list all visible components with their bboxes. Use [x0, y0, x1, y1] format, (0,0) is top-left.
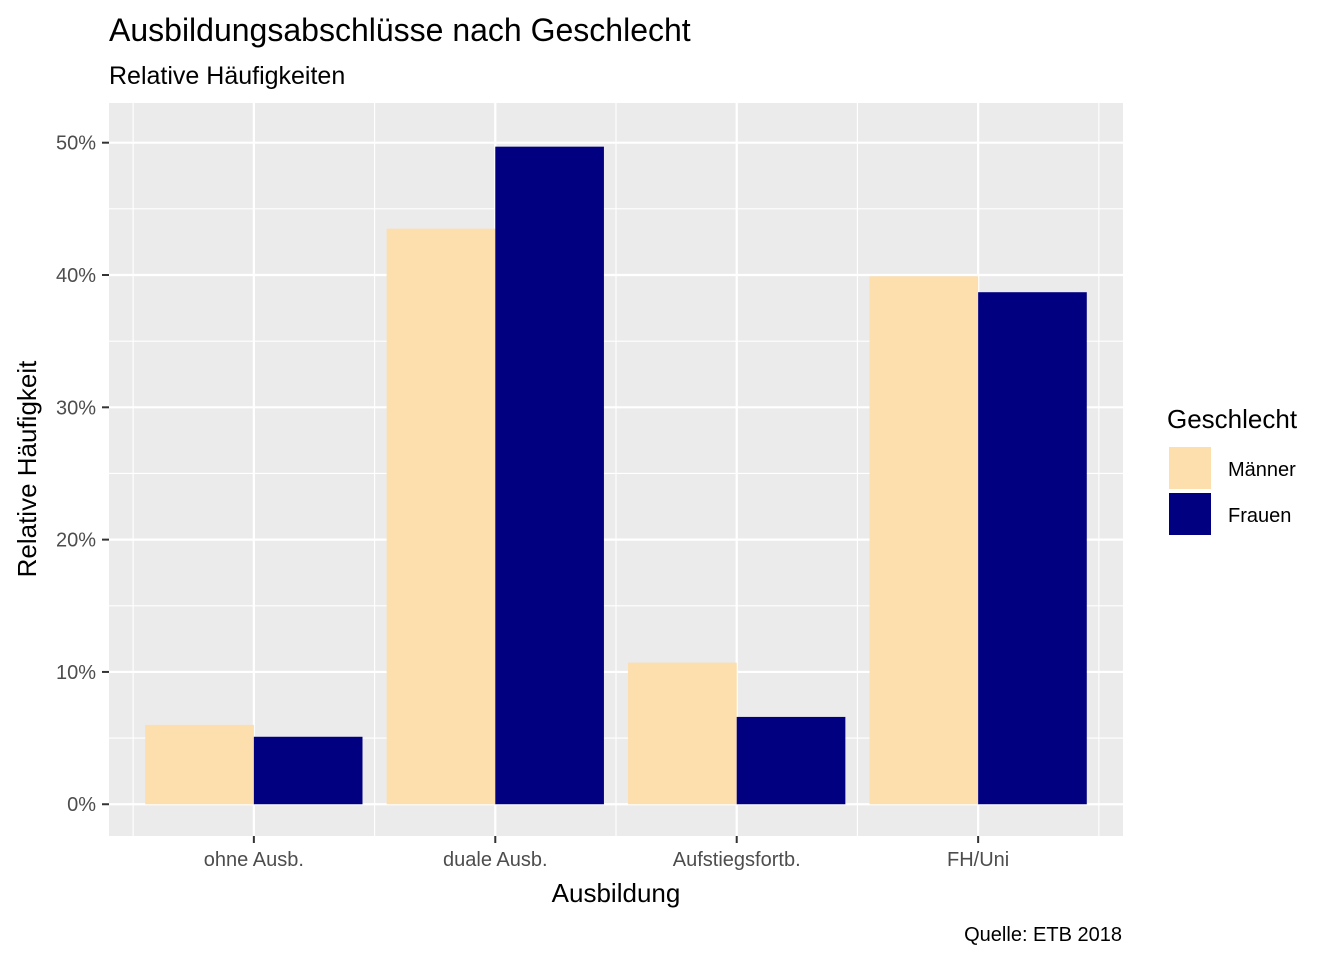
x-axis: ohne Ausb. duale Ausb. Aufstiegsfortb. FH/U… — [204, 836, 1009, 871]
legend: Geschlecht Männer Frauen — [1167, 404, 1298, 537]
legend-items: Männer Frauen — [1167, 445, 1296, 537]
legend-label: Männer — [1228, 459, 1296, 481]
bar — [253, 736, 363, 805]
legend-key — [1167, 445, 1213, 491]
x-tick-label: ohne Ausb. — [204, 849, 304, 871]
y-tick-label: 50% — [56, 133, 96, 155]
y-tick-label: 20% — [56, 530, 96, 552]
bar — [145, 724, 254, 805]
y-tick-label: 10% — [56, 662, 96, 684]
x-tick-label: Aufstiegsfortb. — [673, 849, 801, 871]
bar — [736, 716, 846, 805]
x-axis-title: Ausbildung — [552, 878, 681, 908]
minor-gridlines — [109, 103, 1123, 836]
chart-subtitle: Relative Häufigkeiten — [109, 62, 345, 90]
bars — [145, 146, 1087, 805]
legend-title: Geschlecht — [1167, 404, 1298, 434]
y-axis: 0% 10% 20% 30% 40% 50% — [56, 133, 109, 816]
legend-key — [1167, 491, 1213, 537]
bar — [978, 292, 1087, 805]
x-tick-label: duale Ausb. — [443, 849, 548, 871]
y-tick-label: 0% — [67, 794, 96, 816]
y-tick-label: 40% — [56, 265, 96, 287]
x-tick-label: FH/Uni — [947, 849, 1009, 871]
bar — [495, 146, 604, 805]
chart-title: Ausbildungsabschlüsse nach Geschlecht — [109, 12, 691, 48]
bar — [386, 228, 496, 805]
chart-caption: Quelle: ETB 2018 — [964, 924, 1122, 946]
bar — [869, 276, 979, 805]
y-tick-label: 30% — [56, 397, 96, 419]
legend-label: Frauen — [1228, 505, 1291, 527]
plot-panel — [109, 103, 1123, 836]
bar — [628, 662, 737, 805]
y-axis-title: Relative Häufigkeit — [12, 360, 42, 578]
